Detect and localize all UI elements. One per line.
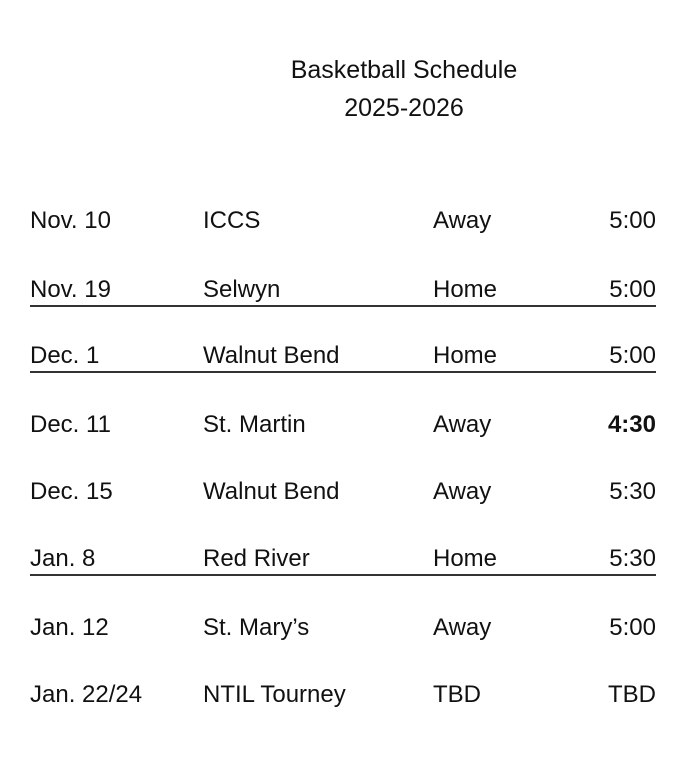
game-date: Jan. 8 [30,545,96,572]
schedule-row: Jan. 22/24 NTIL Tourney TBD TBD [30,680,656,710]
schedule-row: Jan. 8 Red River Home 5:30 [30,544,656,576]
schedule-row: Dec. 1 Walnut Bend Home 5:00 [30,341,656,373]
schedule-row: Dec. 11 St. Martin Away 4:30 [30,410,656,440]
game-opponent: Red River [203,545,310,572]
game-time: 5:00 [609,342,656,369]
schedule-row: Nov. 19 Selwyn Home 5:00 [30,275,656,307]
schedule-row: Dec. 15 Walnut Bend Away 5:30 [30,477,656,507]
game-date: Dec. 11 [30,411,111,438]
game-time: 5:00 [609,207,656,234]
game-time: TBD [608,681,656,708]
game-time: 4:30 [607,411,656,438]
schedule-row: Jan. 12 St. Mary’s Away 5:00 [30,613,656,643]
game-date: Nov. 19 [30,276,111,303]
game-opponent: St. Martin [203,411,306,438]
game-time: 5:00 [609,614,656,641]
schedule-row: Nov. 10 ICCS Away 5:00 [30,206,656,236]
game-location: Home [433,276,498,303]
game-date: Dec. 1 [30,342,100,369]
game-location: Home [433,342,498,369]
game-opponent: Selwyn [203,276,281,303]
game-date: Jan. 12 [30,614,109,641]
game-location: Away [433,478,492,505]
game-location: Away [433,411,492,438]
game-time: 5:30 [609,478,656,505]
game-location: Home [433,545,498,572]
game-date: Dec. 15 [30,478,113,505]
game-opponent: ICCS [203,207,261,234]
game-location: Away [433,614,492,641]
season-label: 2025-2026 [344,94,464,122]
game-date: Nov. 10 [30,207,111,234]
game-opponent: NTIL Tourney [203,681,346,708]
game-opponent: Walnut Bend [203,342,340,369]
game-date: Jan. 22/24 [30,681,143,708]
game-location: TBD [433,681,481,708]
game-time: 5:30 [609,545,656,572]
game-time: 5:00 [609,276,656,303]
game-location: Away [433,207,492,234]
game-opponent: Walnut Bend [203,478,340,505]
game-opponent: St. Mary’s [203,614,310,641]
page-title: Basketball Schedule [290,56,518,84]
